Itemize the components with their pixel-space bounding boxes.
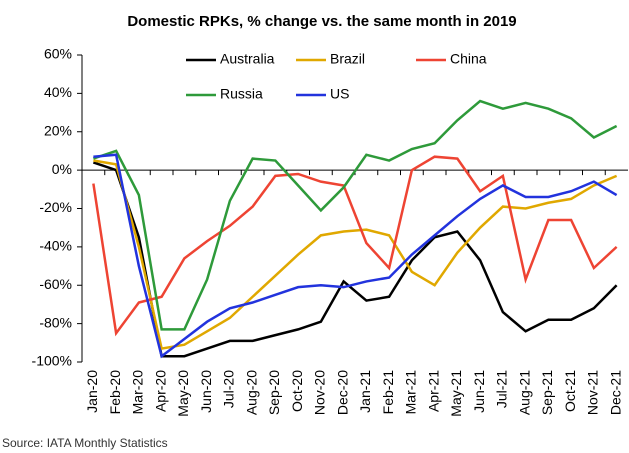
line xyxy=(93,153,618,359)
chart-title: Domestic RPKs, % change vs. the same mon… xyxy=(127,13,516,30)
x-tick-label: May-20 xyxy=(175,370,191,417)
x-tick-label: Mar-20 xyxy=(130,370,146,415)
x-tick-label: Sep-20 xyxy=(266,370,282,415)
x-tick-label: Jan-20 xyxy=(84,370,100,413)
x-tick-label: Aug-21 xyxy=(516,370,532,415)
legend-label: Russia xyxy=(220,86,263,102)
x-tick-label: Oct-21 xyxy=(562,370,578,412)
x-tick-label: Jan-21 xyxy=(357,370,373,413)
x-tick-label: Jul-21 xyxy=(494,370,510,408)
y-tick-label: 40% xyxy=(44,84,72,100)
x-tick-label: Jun-21 xyxy=(471,370,487,413)
x-tick-label: May-21 xyxy=(448,370,464,417)
x-tick-label: Feb-20 xyxy=(107,370,123,415)
y-tick-label: 20% xyxy=(44,122,72,138)
y-tick-label: -80% xyxy=(39,314,72,330)
y-tick-label: -60% xyxy=(39,276,72,292)
y-tick-label: 0% xyxy=(52,161,72,177)
legend-label: US xyxy=(330,86,349,102)
legend-label: Brazil xyxy=(330,51,365,67)
legend-label: Australia xyxy=(220,51,275,67)
y-tick-label: 60% xyxy=(44,46,72,62)
source: Source: IATA Monthly Statistics xyxy=(2,436,168,450)
line xyxy=(92,161,618,358)
line xyxy=(93,159,618,350)
x-tick-label: Feb-21 xyxy=(380,370,396,415)
x-tick-label: Aug-20 xyxy=(243,370,259,415)
y-tick-label: -100% xyxy=(32,353,72,369)
line xyxy=(92,99,618,331)
x-tick-label: Oct-20 xyxy=(289,370,305,412)
y-tick-label: -20% xyxy=(39,199,72,215)
line xyxy=(92,155,618,337)
x-tick-label: Nov-20 xyxy=(312,370,328,415)
x-tick-label: Apr-21 xyxy=(425,370,441,412)
y-tick-label: -40% xyxy=(39,238,72,254)
x-tick-label: Nov-21 xyxy=(585,370,601,415)
x-tick-label: Mar-21 xyxy=(403,370,419,415)
x-tick-label: Sep-21 xyxy=(539,370,555,415)
x-tick-label: Jul-20 xyxy=(221,370,237,408)
x-tick-label: Jun-20 xyxy=(198,370,214,413)
x-tick-label: Dec-21 xyxy=(607,370,623,415)
legend-label: China xyxy=(450,51,487,67)
x-tick-label: Dec-20 xyxy=(334,370,350,415)
x-tick-label: Apr-20 xyxy=(152,370,168,412)
